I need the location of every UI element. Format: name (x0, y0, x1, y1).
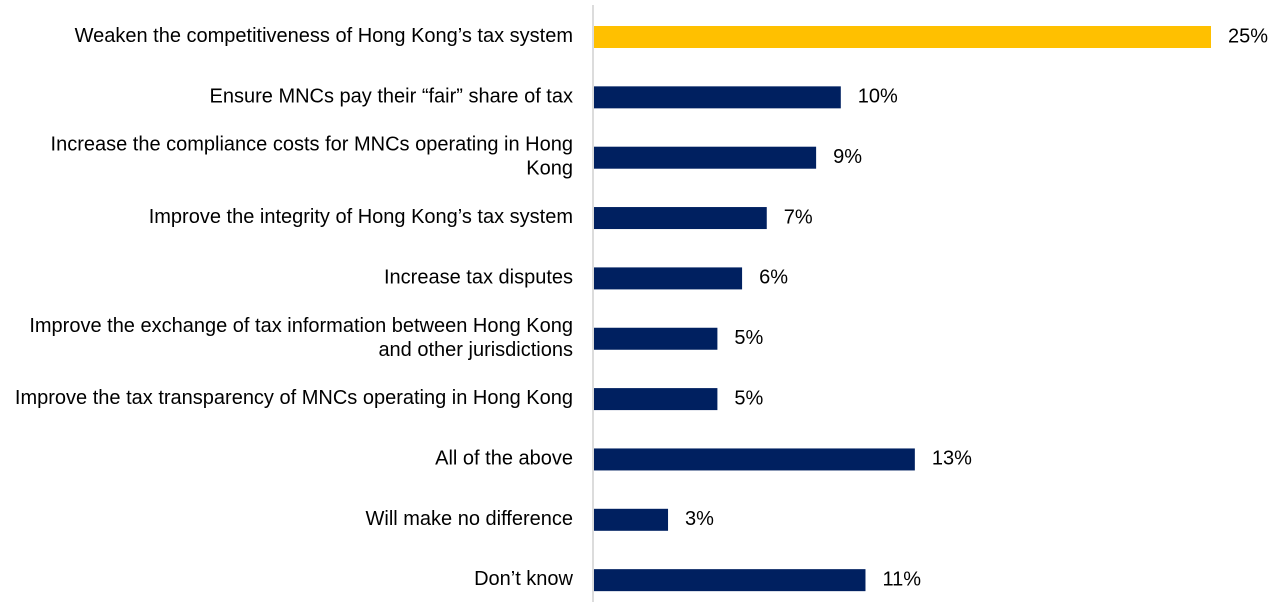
category-label: Weaken the competitiveness of Hong Kong’… (75, 25, 573, 47)
category-label: Improve the exchange of tax information … (29, 315, 573, 361)
category-label: Improve the integrity of Hong Kong’s tax… (149, 206, 573, 228)
category-label: Improve the tax transparency of MNCs ope… (15, 387, 573, 409)
bar (594, 267, 743, 290)
value-label: 11% (882, 568, 921, 590)
bar (594, 86, 841, 109)
bar (594, 448, 915, 471)
value-label: 7% (784, 206, 813, 228)
bar (594, 388, 718, 411)
value-label: 10% (858, 86, 898, 108)
category-label: Increase the compliance costs for MNCs o… (51, 134, 573, 180)
category-label: Ensure MNCs pay their “fair” share of ta… (210, 86, 573, 108)
category-label: Don’t know (474, 568, 573, 590)
value-label: 3% (685, 508, 714, 530)
value-label: 5% (734, 387, 763, 409)
bar (594, 146, 817, 169)
value-label: 25% (1228, 25, 1268, 47)
value-label: 5% (734, 327, 763, 349)
value-label: 6% (759, 267, 788, 289)
bar (594, 207, 767, 230)
value-label: 9% (833, 146, 862, 168)
category-label: Will make no difference (366, 508, 574, 530)
bar (594, 508, 669, 531)
value-label: 13% (932, 448, 972, 470)
bar (594, 569, 866, 592)
category-label: All of the above (435, 448, 573, 470)
bar (594, 26, 1211, 48)
bar (594, 327, 718, 350)
category-label: Increase tax disputes (384, 267, 573, 289)
